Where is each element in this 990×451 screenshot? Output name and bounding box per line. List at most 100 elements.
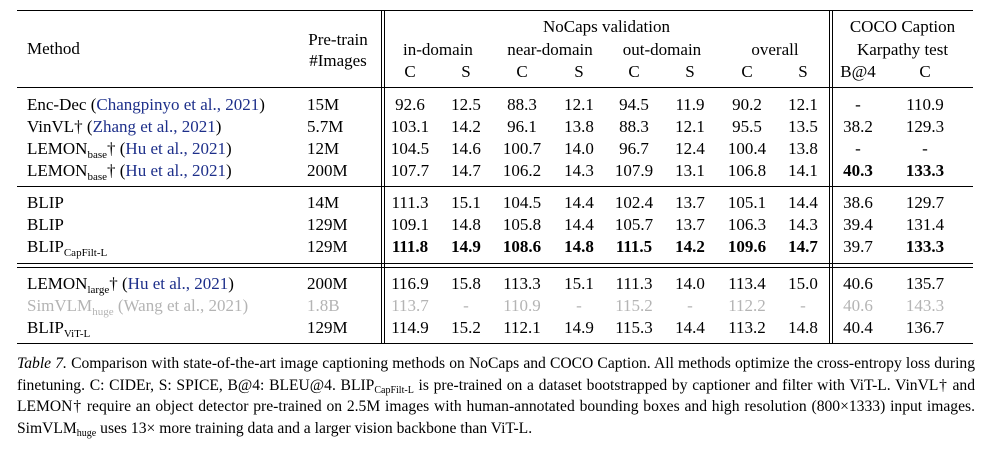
value-cell: 110.9 (906, 95, 944, 114)
value-cell: 133.3 (905, 237, 945, 256)
method-cell: BLIPCapFilt-L (27, 237, 108, 259)
value-cell: 14.3 (788, 215, 818, 234)
value-cell: - (855, 139, 861, 158)
value-cell: 111.5 (615, 237, 653, 256)
method-name: BLIP (27, 193, 64, 212)
pretrain-images: 200M (307, 274, 348, 293)
citation-link[interactable]: Changpinyo et al., 2021 (96, 95, 260, 114)
value-cell: 105.7 (614, 215, 654, 234)
value-cell: 100.4 (727, 139, 767, 158)
value-cell: 14.2 (675, 237, 705, 256)
value-cell: 14.4 (564, 215, 594, 234)
citation-link[interactable]: Hu et al., 2021 (125, 139, 226, 158)
method-subscript: CapFilt-L (63, 247, 108, 259)
header-metric-9: C (919, 62, 931, 81)
value-cell: 94.5 (619, 95, 649, 114)
value-cell: 14.4 (675, 318, 705, 337)
method-name: LEMON (27, 139, 88, 158)
caption-text-1: Comparison with state-of-the-art image c… (17, 355, 976, 394)
value-cell: 14.2 (451, 117, 481, 136)
citation-link[interactable]: Wang et al., 2021 (123, 296, 243, 315)
value-cell: 115.2 (615, 296, 653, 315)
value-cell: 100.7 (502, 139, 542, 158)
value-cell: 107.7 (390, 161, 430, 180)
value-cell: 12.1 (675, 117, 705, 136)
value-cell: 14.7 (788, 237, 818, 256)
value-cell: 40.4 (843, 318, 873, 337)
value-cell: - (463, 296, 469, 315)
value-cell: 40.3 (843, 161, 873, 180)
dagger-mark: † (109, 274, 118, 293)
table-caption: Table 7. Comparison with state-of-the-ar… (17, 353, 975, 439)
value-cell: 104.5 (502, 193, 542, 212)
value-cell: 14.4 (564, 193, 594, 212)
method-subscript: huge (92, 306, 114, 318)
value-cell: 113.4 (728, 274, 766, 293)
vline-left-2 (384, 10, 385, 344)
value-cell: 13.7 (675, 193, 705, 212)
vline-mid-1 (829, 10, 830, 344)
value-cell: 15.2 (451, 318, 481, 337)
header-metric-5: S (685, 62, 695, 81)
header-pretrain-line1: Pre-train (308, 30, 368, 49)
header-pretrain-line2: #Images (309, 51, 367, 70)
value-cell: 113.2 (728, 318, 766, 337)
header-metric-3: S (574, 62, 584, 81)
group-separator-rule-1 (17, 186, 973, 187)
header-metric-1: S (461, 62, 471, 81)
value-cell: 105.1 (727, 193, 767, 212)
value-cell: 112.1 (503, 318, 541, 337)
header-group-overall: overall (751, 40, 799, 59)
value-cell: 143.3 (905, 296, 945, 315)
header-group-in-domain: in-domain (403, 40, 473, 59)
value-cell: 88.3 (619, 117, 649, 136)
value-cell: 96.7 (619, 139, 649, 158)
value-cell: 15.8 (451, 274, 481, 293)
value-cell: 96.1 (507, 117, 537, 136)
header-metric-6: C (741, 62, 753, 81)
value-cell: - (855, 95, 861, 114)
value-cell: 14.8 (788, 318, 818, 337)
value-cell: 113.7 (391, 296, 429, 315)
value-cell: 13.5 (788, 117, 818, 136)
value-cell: 106.2 (502, 161, 542, 180)
method-name: Enc-Dec (27, 95, 87, 114)
value-cell: 12.4 (675, 139, 705, 158)
caption-label: Table 7. (17, 355, 67, 372)
value-cell: 112.2 (728, 296, 766, 315)
value-cell: 102.4 (614, 193, 654, 212)
pretrain-images: 129M (307, 318, 348, 337)
method-cell: VinVL† (Zhang et al., 2021) (27, 117, 222, 136)
value-cell: 40.6 (843, 274, 873, 293)
value-cell: 13.1 (675, 161, 705, 180)
caption-text-3: uses 13× more training data and a larger… (96, 419, 533, 437)
citation-link[interactable]: Hu et al., 2021 (125, 161, 226, 180)
value-cell: 12.1 (788, 95, 818, 114)
header-metric-4: C (628, 62, 640, 81)
dagger-mark: † (74, 117, 83, 136)
value-cell: 107.9 (614, 161, 654, 180)
value-cell: 92.6 (395, 95, 425, 114)
value-cell: 38.6 (843, 193, 873, 212)
header-group-near-domain: near-domain (507, 40, 593, 59)
value-cell: 39.7 (843, 237, 873, 256)
method-cell: LEMONlarge† (Hu et al., 2021) (27, 274, 234, 296)
group-separator-rule-2b (17, 267, 973, 268)
method-name: BLIP (27, 237, 64, 256)
method-subscript: base (87, 171, 107, 183)
method-cell: BLIP (27, 193, 64, 213)
value-cell: 106.8 (727, 161, 767, 180)
header-coco-line1: COCO Caption (849, 17, 956, 36)
citation-link[interactable]: Hu et al., 2021 (127, 274, 229, 293)
method-cell: SimVLMhuge (Wang et al., 2021) (27, 296, 249, 318)
method-subscript: ViT-L (63, 328, 91, 340)
value-cell: 14.9 (564, 318, 594, 337)
citation-link[interactable]: Zhang et al., 2021 (92, 117, 216, 136)
value-cell: - (800, 296, 806, 315)
method-cell: BLIP (27, 215, 64, 235)
method-cell: LEMONbase† (Hu et al., 2021) (27, 139, 232, 161)
value-cell: 105.8 (502, 215, 542, 234)
dagger-mark: † (107, 139, 116, 158)
pretrain-images: 12M (307, 139, 340, 158)
pretrain-images: 1.8B (307, 296, 340, 315)
